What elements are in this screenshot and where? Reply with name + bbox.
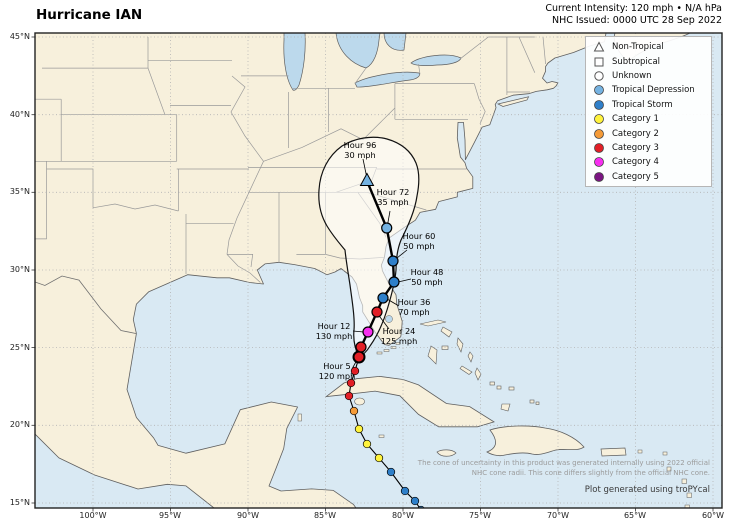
nhc-issued-text: NHC Issued: 0000 UTC 28 Sep 2022 <box>552 14 722 26</box>
plot-subtitle-right: Current Intensity: 120 mph • N/A hPa NHC… <box>545 3 722 26</box>
current-intensity-text: Current Intensity: 120 mph • N/A hPa <box>545 3 722 14</box>
circle-marker-icon <box>594 157 604 168</box>
observed-point <box>350 366 360 376</box>
hour-label-36: Hour 36 70 mph <box>397 297 431 318</box>
state-borders <box>35 36 546 283</box>
hour-label-24: Hour 24 125 mph <box>380 326 418 347</box>
legend-item-tropical-storm: Tropical Storm <box>586 98 711 112</box>
land-long-island <box>496 96 530 107</box>
label-leader-lines <box>351 158 412 370</box>
land-bahamas <box>419 319 540 412</box>
lat-tick-label: 20°N <box>9 420 30 429</box>
lat-tick-label: 40°N <box>9 110 30 119</box>
lon-tick-label: 80°W <box>391 511 415 520</box>
legend-item-category-1: Category 1 <box>586 112 711 126</box>
legend-item-category-3: Category 3 <box>586 141 711 155</box>
observed-point <box>386 467 396 477</box>
forecast-point-hour-48 <box>388 276 400 288</box>
credit-text: Plot generated using troPYcal <box>584 485 710 495</box>
circle-marker-icon <box>594 171 604 182</box>
lon-tick-label: 70°W <box>546 511 570 520</box>
legend-item-tropical-depression: Tropical Depression <box>586 83 711 97</box>
plot-title: Hurricane IAN <box>36 7 143 23</box>
us-mexico-border <box>35 275 137 334</box>
land-cuba <box>324 375 495 428</box>
lat-tick-label: 45°N <box>9 32 30 41</box>
lon-tick-label: 100°W <box>79 511 107 520</box>
cone-disclaimer: The cone of uncertainty in this product … <box>417 459 710 477</box>
hour-label-60: Hour 60 50 mph <box>402 231 436 252</box>
observed-point <box>354 424 364 434</box>
observed-point <box>349 406 359 416</box>
observed-point <box>410 496 420 506</box>
forecast-points <box>355 172 400 353</box>
lat-tick-label: 35°N <box>9 187 30 196</box>
circle-marker-icon <box>594 143 604 153</box>
legend-item-category-4: Category 4 <box>586 155 711 169</box>
triangle-marker-icon <box>593 41 605 52</box>
forecast-point-hour-12 <box>362 326 374 338</box>
lat-tick-label: 25°N <box>9 343 30 352</box>
hour-label-5: Hour 5 120 mph <box>318 361 356 382</box>
legend-item-category-5: Category 5 <box>586 170 711 184</box>
lon-tick-label: 60°W <box>701 511 725 520</box>
circle-marker-icon <box>594 99 604 110</box>
lon-tick-label: 65°W <box>623 511 647 520</box>
observed-point <box>344 391 354 401</box>
lat-tick-label: 15°N <box>9 498 30 507</box>
lon-tick-label: 85°W <box>313 511 337 520</box>
square-marker-icon <box>594 57 604 67</box>
legend-item-category-2: Category 2 <box>586 126 711 140</box>
lat-tick-label: 30°N <box>9 265 30 274</box>
land-cayman <box>378 434 385 438</box>
forecast-point-hour-60 <box>387 255 399 267</box>
hour-label-96: Hour 96 30 mph <box>343 140 377 161</box>
map-border <box>34 32 723 509</box>
land-isle-of-youth <box>354 397 365 406</box>
forecast-point-hour-5 <box>355 341 367 353</box>
lon-tick-label: 90°W <box>236 511 260 520</box>
cone-of-uncertainty <box>318 136 420 358</box>
legend-item-unknown: Unknown <box>586 69 711 83</box>
land-lesser-antilles <box>637 449 692 508</box>
forecast-point-hour-36 <box>377 292 389 304</box>
observed-track-points <box>344 366 425 508</box>
forecast-point-hour-24 <box>371 306 383 318</box>
forecast-point-hour-96-triangle <box>359 172 375 186</box>
land-jamaica <box>436 449 457 457</box>
land-mainland <box>35 33 607 508</box>
land-hispaniola <box>486 425 585 457</box>
observed-point <box>400 486 410 496</box>
land-florida-keys <box>376 342 401 355</box>
forecast-point-hour-72 <box>381 222 393 234</box>
observed-point <box>362 439 372 449</box>
observed-point <box>374 453 384 463</box>
observed-point <box>346 378 356 388</box>
lon-tick-label: 75°W <box>468 511 492 520</box>
legend: Non-Tropical Subtropical Unknown Tropica… <box>585 36 712 187</box>
land-puerto-rico <box>600 447 627 457</box>
circle-marker-icon <box>594 71 604 81</box>
hour-label-48: Hour 48 50 mph <box>410 267 444 288</box>
circle-marker-icon <box>594 128 604 139</box>
hour-label-72: Hour 72 35 mph <box>376 187 410 208</box>
legend-item-non-tropical: Non-Tropical <box>586 40 711 54</box>
lon-tick-label: 95°W <box>158 511 182 520</box>
circle-marker-icon <box>594 114 604 125</box>
legend-item-subtropical: Subtropical <box>586 54 711 68</box>
hour-label-12: Hour 12 130 mph <box>315 321 353 342</box>
circle-marker-icon <box>594 85 604 96</box>
land-cozumel <box>297 413 302 422</box>
